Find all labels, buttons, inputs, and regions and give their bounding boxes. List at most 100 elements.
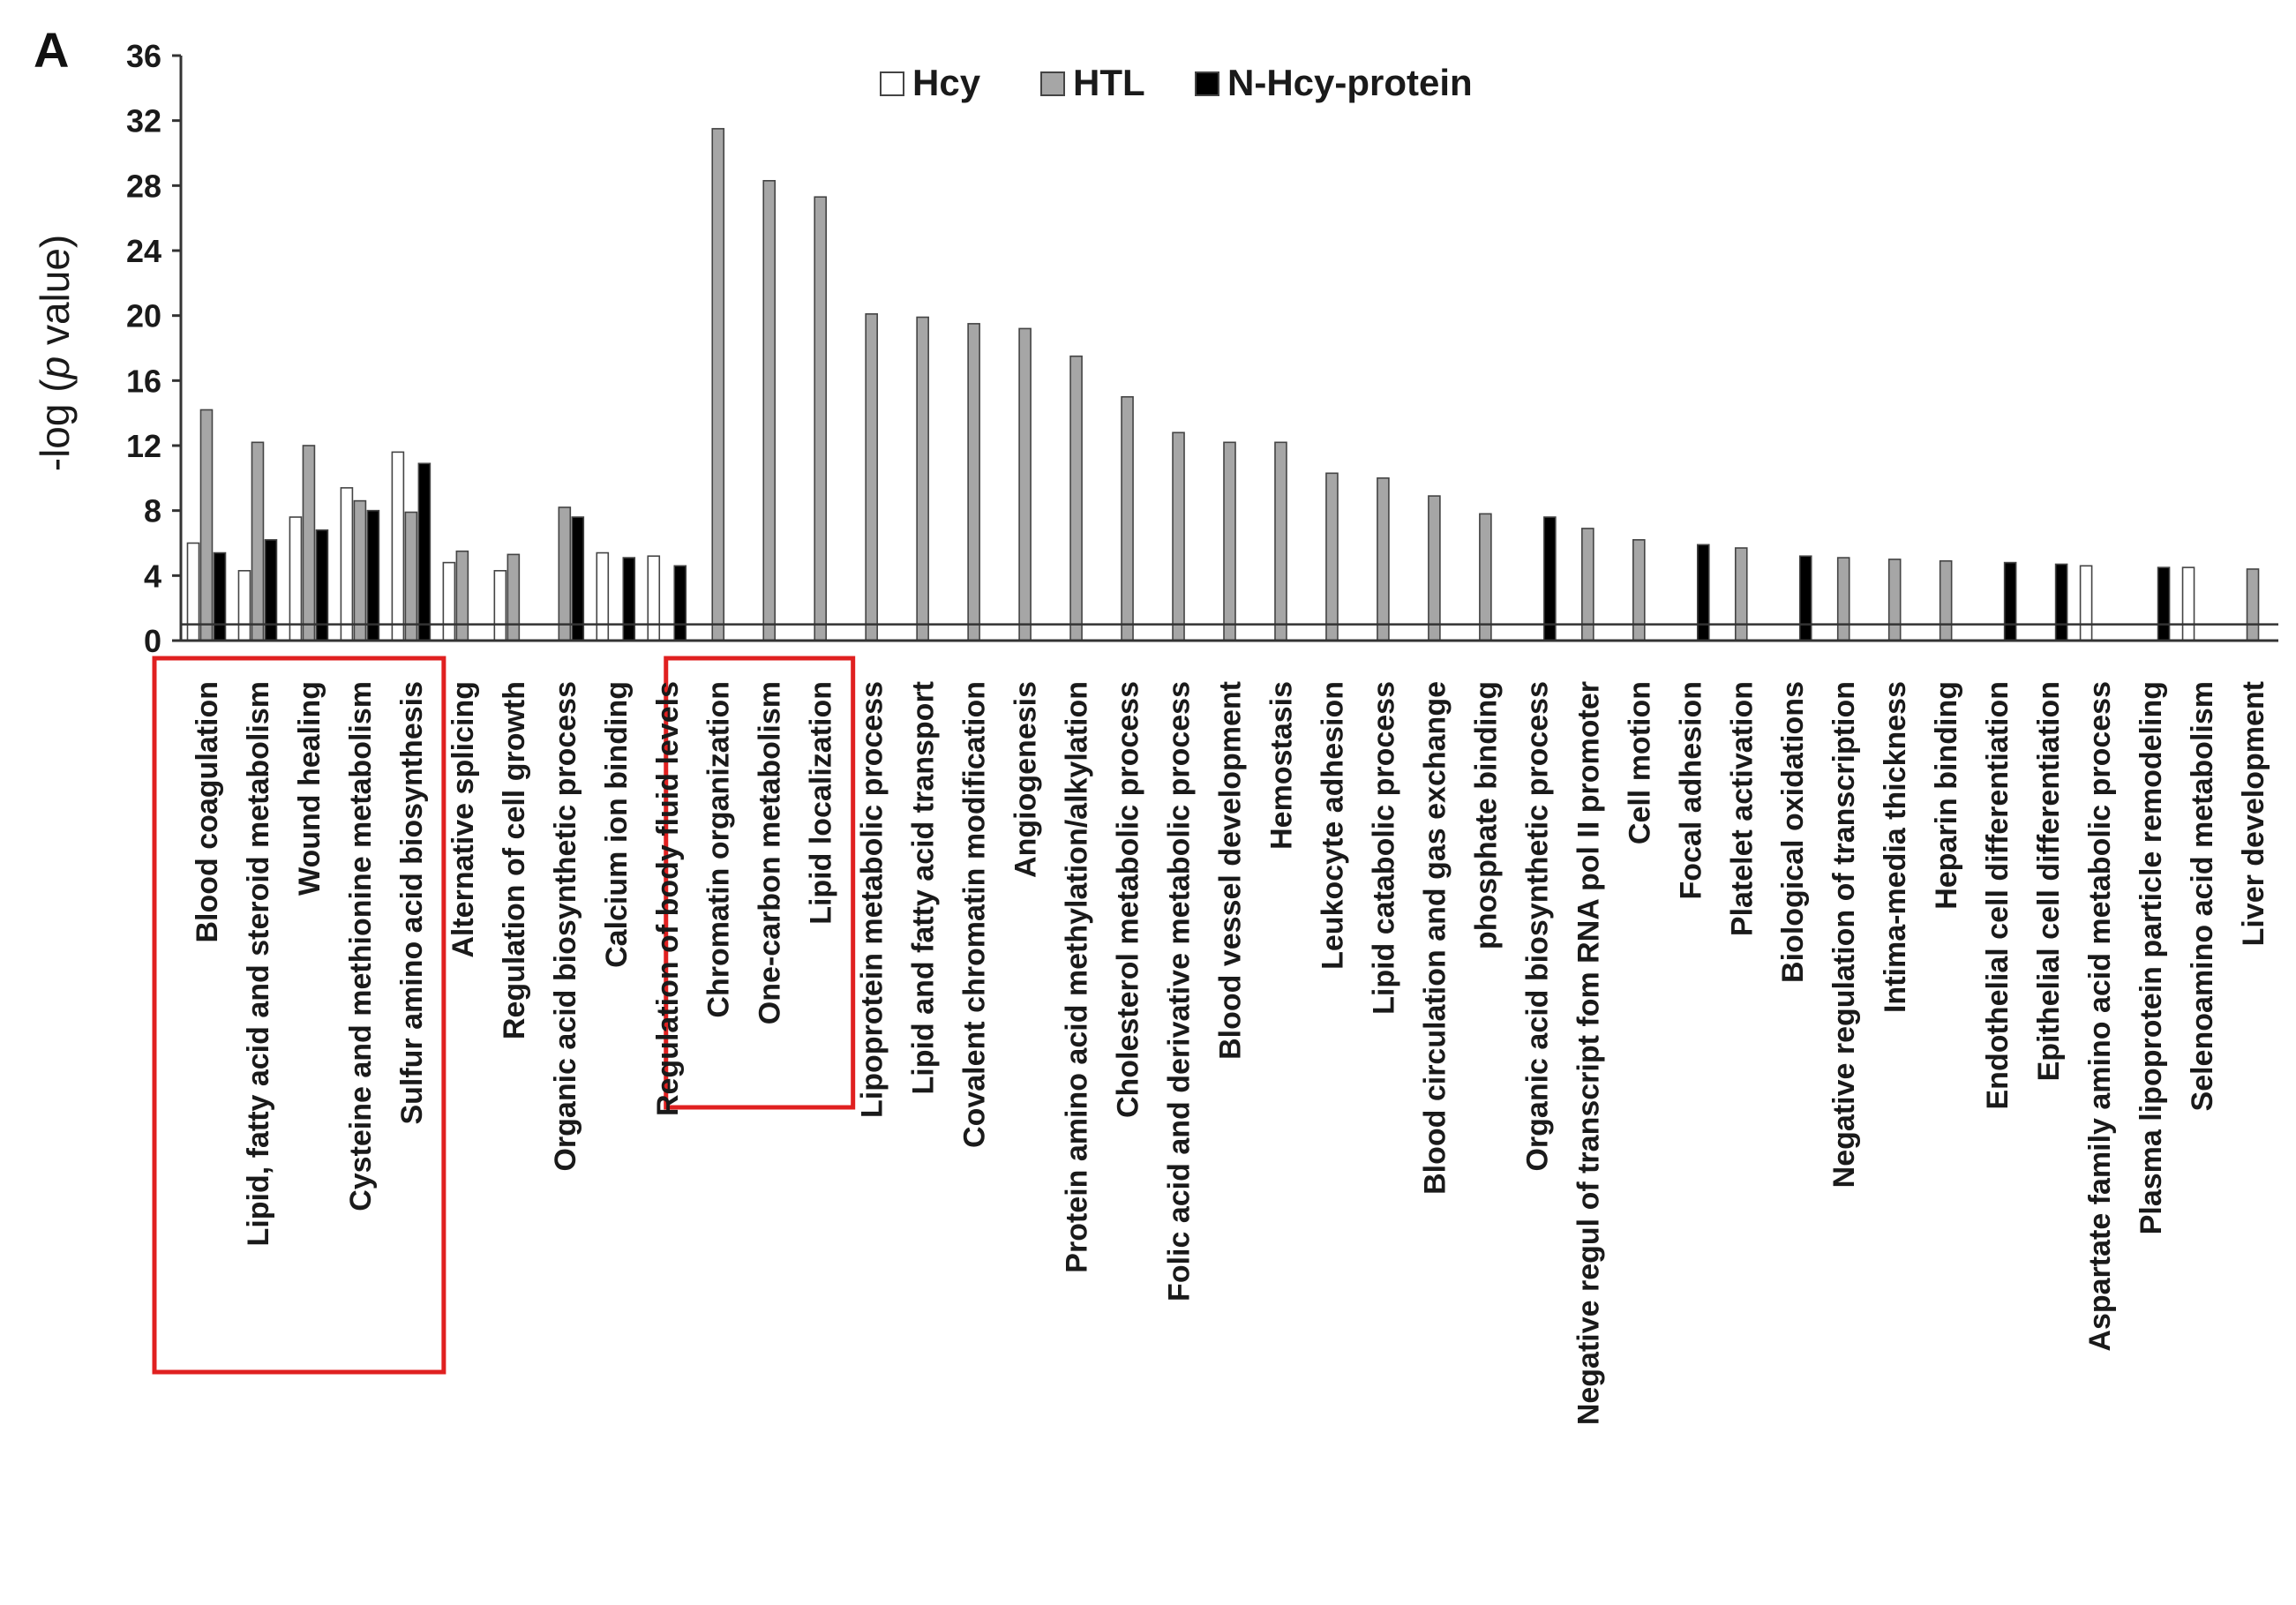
y-tick-label: 0 [144,623,161,659]
x-axis-labels: Blood coagulation Lipid, fatty acid and s… [191,681,2270,1425]
bar-htl [251,441,265,641]
bar-htl [199,409,214,641]
bar-n-hcy-protein [2003,561,2017,641]
bar-hcy [2079,565,2093,641]
bar-n-hcy-protein [622,557,636,641]
bar-n-hcy-protein [571,516,585,641]
x-category-label: Focal adhesion [1674,681,1707,900]
bar-hcy [237,570,251,641]
y-axis-label: -log (p value) [32,235,78,471]
y-tick-label: 12 [126,428,161,464]
y-tick-label: 4 [144,558,161,594]
bar-htl [967,323,980,641]
legend-label: Hcy [912,62,981,103]
bar-hcy [493,570,507,641]
y-axis: 0 4 8 12 16 20 24 28 32 36 [126,38,2278,659]
highlight-boxes [152,656,856,1375]
bar-htl [1121,395,1134,641]
bar-htl [711,128,725,641]
bar-htl [1479,513,1492,641]
y-tick-label: 24 [126,233,161,269]
bar-hcy [186,542,200,641]
x-category-label: Calcium ion binding [600,681,634,968]
x-category-label: One-carbon metabolism [754,681,787,1024]
bar-hcy [340,487,354,641]
y-axis-label-italic: p [32,356,78,381]
bar-htl [1274,441,1287,641]
x-category-label: Blood vessel development [1214,681,1248,1060]
bar-htl [455,550,469,641]
bar-htl [1377,477,1390,641]
x-category-label: Regulation of cell growth [498,681,531,1039]
bar-htl [353,499,367,641]
bar-hcy [289,516,303,641]
x-category-label: Blood coagulation [191,681,224,943]
bar-hcy [647,555,661,641]
x-category-label: Lipid catabolic process [1367,681,1400,1015]
bar-htl [1939,559,1953,641]
x-category-label: Lipoprotein metabolic process [856,681,889,1118]
bar-n-hcy-protein [2054,563,2068,641]
panel-label: A [34,22,69,78]
x-category-label: Regulation of body fluid levels [651,681,685,1116]
y-axis-label-pre: -log ( [32,379,78,471]
bar-n-hcy-protein [1696,544,1710,641]
bar-htl [1172,431,1185,641]
legend-label: HTL [1073,62,1145,103]
x-category-label: Endothelial cell differentiation [1981,681,2015,1110]
x-category-label: Epithelial cell differentiation [2032,681,2066,1081]
bar-n-hcy-protein [2157,566,2171,641]
bar-htl [1734,547,1748,641]
bar-n-hcy-protein [264,539,278,641]
bar-htl [1223,441,1236,641]
x-category-label: Folic acid and derivative metabolic proc… [1163,681,1197,1301]
bar-htl [1887,559,1902,641]
x-category-label: Angiogenesis [1009,681,1043,878]
x-category-label: Alternative splicing [446,681,480,958]
bar-htl [762,180,777,641]
bar-hcy [391,451,405,641]
y-tick-label: 28 [126,168,161,204]
bar-htl [1069,355,1083,641]
bar-htl [558,506,572,641]
bar-htl [1018,327,1032,641]
x-category-label: phosphate binding [1469,681,1503,949]
x-category-label: Selenoamino acid metabolism [2186,681,2219,1111]
y-tick-label: 36 [126,38,161,74]
bar-htl [404,511,418,641]
y-tick-label: 16 [126,363,161,399]
y-tick-label: 32 [126,103,161,139]
x-category-label: Heparin binding [1930,681,1963,910]
x-category-label: Organic acid biosynthetic process [1520,681,1554,1172]
x-category-label: Lipid, fatty acid and steroid metabolism [242,681,275,1246]
x-category-label: Covalent chromatin modification [958,681,992,1148]
bar-n-hcy-protein [673,565,687,641]
bar-htl [1632,539,1646,641]
bar-n-hcy-protein [1798,555,1812,641]
x-category-label: Lipid and fatty acid transport [907,681,941,1094]
x-category-label: Biological oxidations [1776,681,1810,983]
legend-swatch [880,71,904,96]
highlight-box [664,656,856,1110]
bar-n-hcy-protein [366,509,380,641]
legend: Hcy HTL N-Hcy-protein [880,62,1473,103]
x-category-label: Negative regul of transcript fom RNA pol… [1572,681,1605,1425]
x-category-label: Negative regulation of transcription [1827,681,1861,1188]
bar-htl [1428,495,1441,641]
bar-htl [1836,557,1850,641]
legend-swatch [1195,71,1219,96]
x-category-label: Cell motion [1623,681,1656,844]
highlight-box [152,656,446,1375]
x-category-label: Organic acid biosynthetic process [549,681,582,1172]
bar-htl [506,553,521,641]
x-category-label: Leukocyte adhesion [1316,681,1349,970]
x-category-label: Lipid localization [805,681,838,925]
bar-htl [2246,568,2260,641]
x-category-label: Protein amino acid methylation/alkylatio… [1061,681,1094,1273]
y-axis-label-post: value) [32,235,78,356]
bar-htl [916,316,929,641]
bar-htl [814,196,827,641]
y-tick-label: 8 [144,493,161,529]
x-category-label: Sulfur amino acid biosynthesis [395,681,429,1125]
